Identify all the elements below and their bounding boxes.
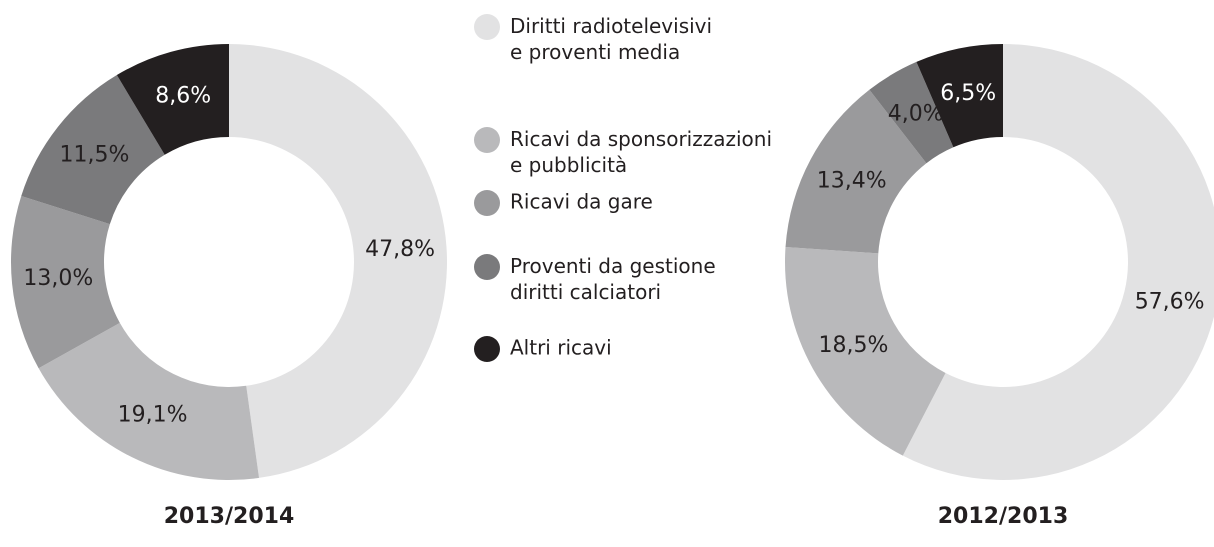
legend-label: Ricavi da sponsorizzazioni e pubblicità bbox=[510, 127, 772, 177]
legend-swatch bbox=[474, 254, 500, 280]
value-label: 18,5% bbox=[819, 333, 889, 358]
slice bbox=[38, 322, 260, 480]
chart-title: 2013/2014 bbox=[164, 504, 295, 529]
slice bbox=[869, 61, 954, 164]
legend-swatch bbox=[474, 127, 500, 153]
legend-swatch bbox=[474, 190, 500, 216]
value-label: 57,6% bbox=[1135, 290, 1205, 315]
value-label: 8,6% bbox=[155, 84, 211, 109]
value-label: 19,1% bbox=[118, 403, 188, 428]
legend-label: Proventi da gestione diritti calciatori bbox=[510, 254, 716, 304]
slice bbox=[785, 246, 946, 456]
value-label: 13,0% bbox=[23, 266, 93, 291]
slice bbox=[916, 44, 1003, 148]
value-label: 47,8% bbox=[365, 237, 435, 262]
value-label: 6,5% bbox=[940, 81, 996, 106]
value-label: 11,5% bbox=[60, 143, 130, 168]
legend-swatch bbox=[474, 336, 500, 362]
legend-label: Diritti radiotelevisivi e proventi media bbox=[510, 14, 712, 64]
legend-label: Altri ricavi bbox=[510, 336, 612, 360]
chart-title: 2012/2013 bbox=[938, 504, 1069, 529]
legend-swatch bbox=[474, 14, 500, 40]
value-label: 13,4% bbox=[817, 168, 887, 193]
legend-label: Ricavi da gare bbox=[510, 190, 653, 214]
slice bbox=[116, 44, 229, 155]
slice bbox=[785, 89, 927, 254]
value-label: 4,0% bbox=[888, 101, 944, 126]
slice bbox=[229, 44, 447, 478]
slice bbox=[10, 195, 120, 369]
slice bbox=[21, 75, 165, 225]
slice bbox=[902, 44, 1214, 480]
